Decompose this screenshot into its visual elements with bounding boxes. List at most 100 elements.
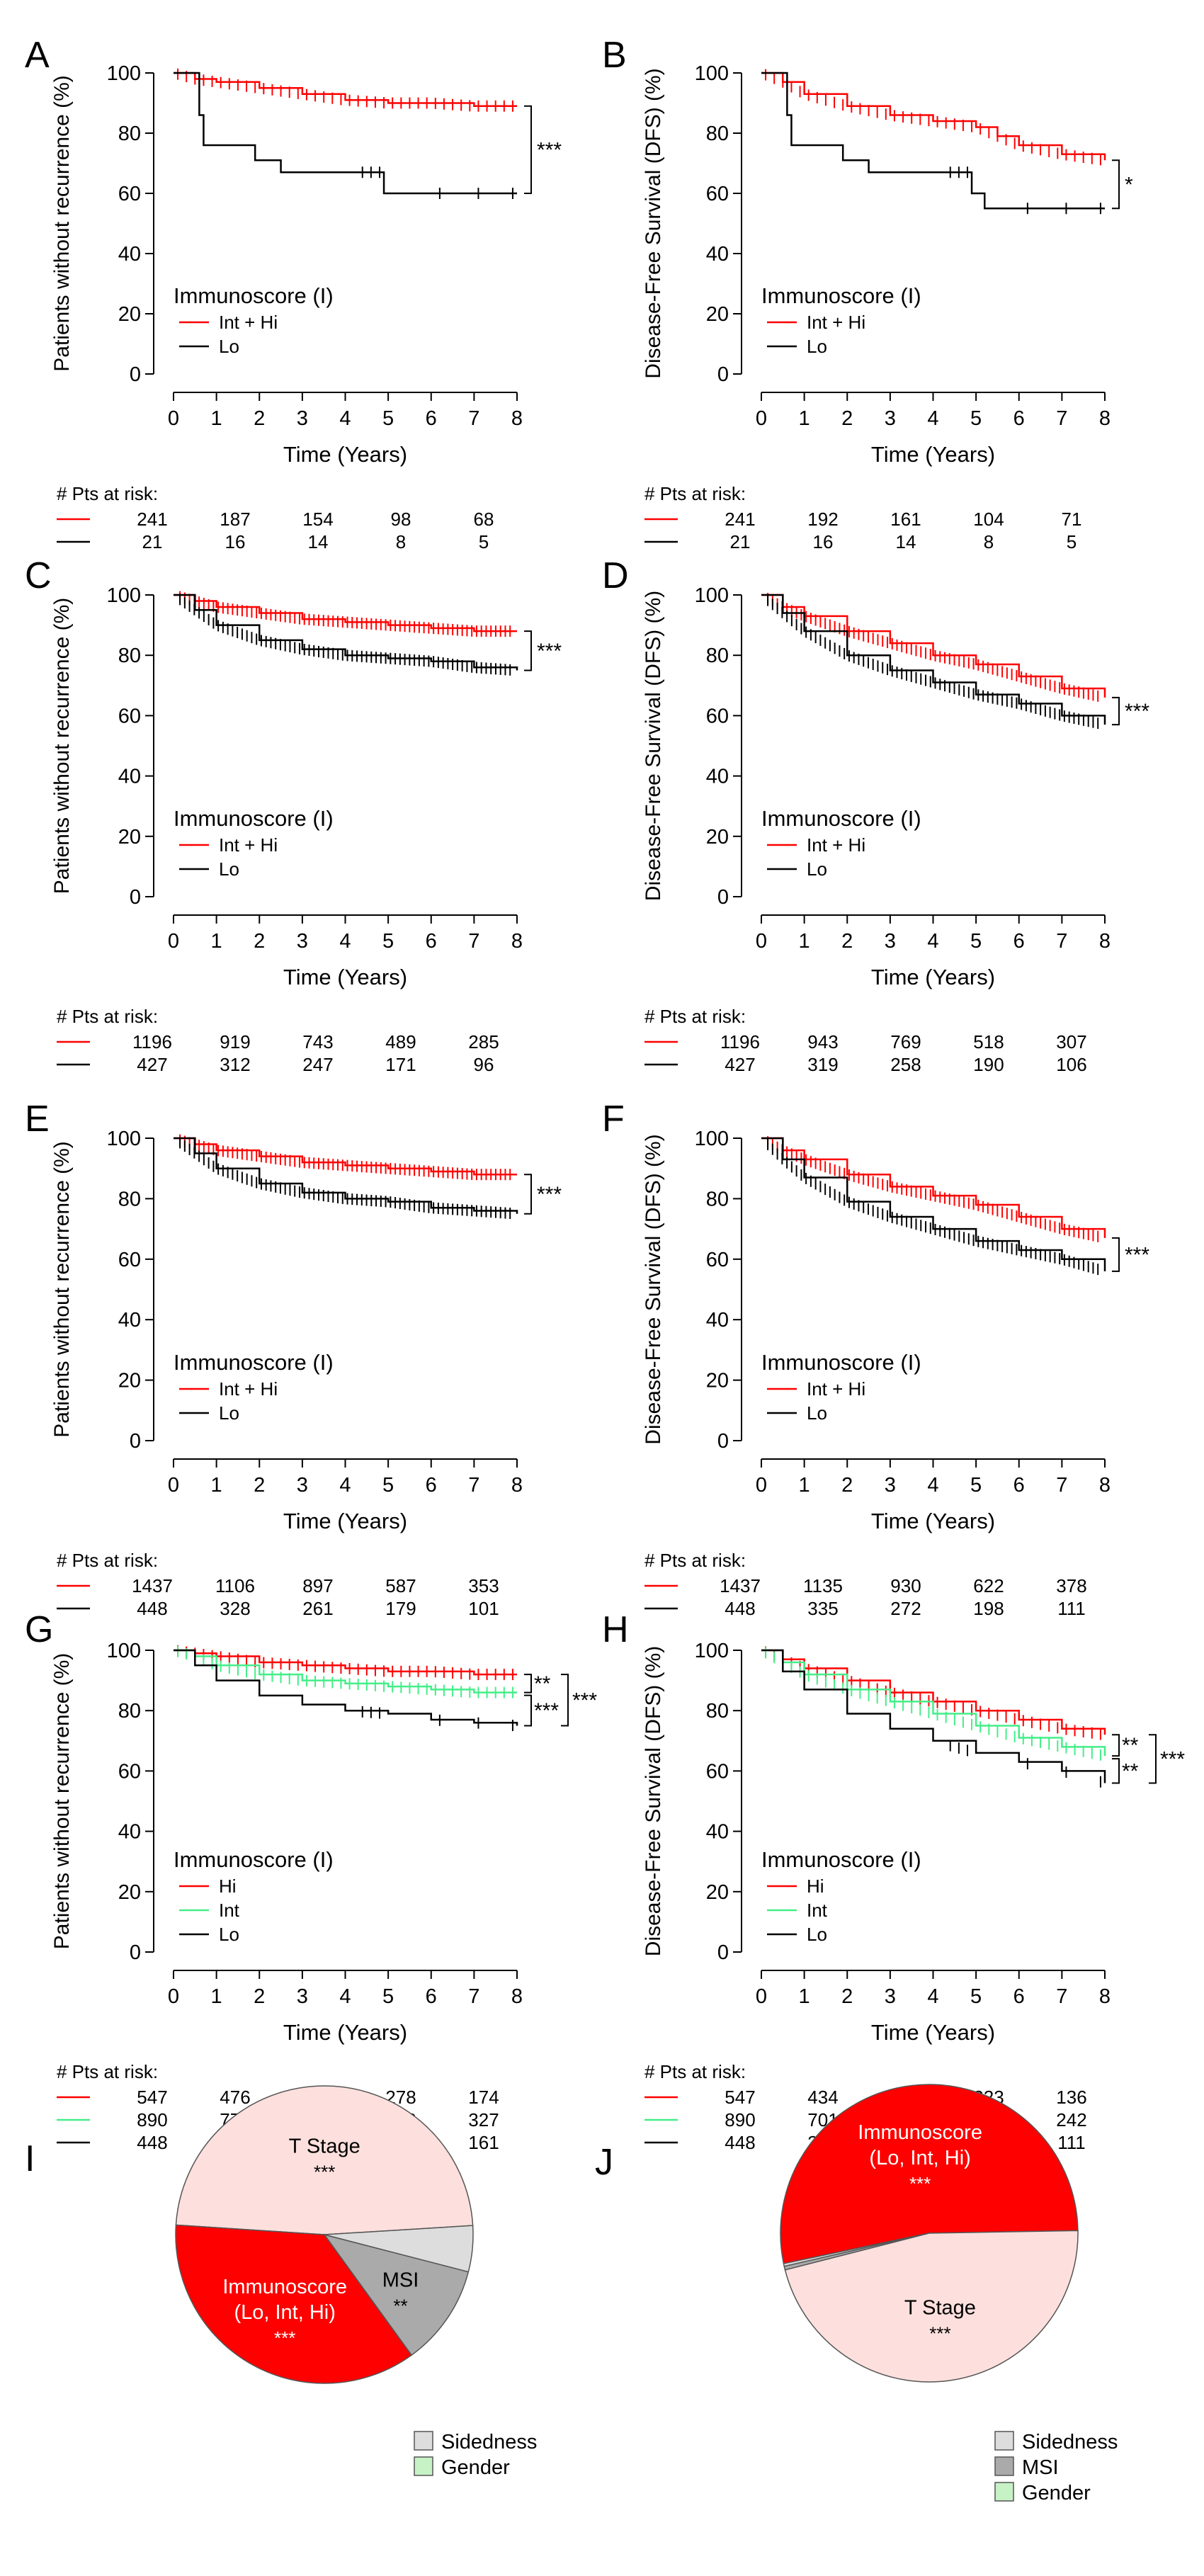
y-tick-label: 40 — [118, 1309, 141, 1332]
x-tick-label: 6 — [426, 930, 437, 953]
y-axis-title: Disease-Free Survival (DFS) (%) — [642, 1646, 665, 1956]
risk-value: 272 — [890, 1598, 921, 1619]
x-tick-label: 1 — [211, 407, 222, 430]
risk-value: 919 — [220, 1031, 250, 1052]
x-tick-label: 2 — [254, 1985, 265, 2008]
legend-label: Lo — [219, 858, 239, 880]
x-tick-label: 3 — [297, 930, 308, 953]
risk-value: 16 — [225, 531, 246, 552]
y-tick-label: 20 — [706, 826, 729, 849]
risk-value: 98 — [391, 509, 411, 530]
x-tick-label: 8 — [1099, 930, 1111, 953]
panel-letter: C — [25, 555, 52, 596]
risk-value: 21 — [730, 531, 751, 552]
x-axis-title: Time (Years) — [283, 2020, 407, 2045]
y-tick-label: 0 — [130, 886, 141, 909]
y-tick-label: 60 — [118, 705, 141, 727]
legend-label: Lo — [807, 858, 827, 880]
x-tick-label: 2 — [841, 1474, 853, 1497]
risk-value: 71 — [1062, 509, 1082, 530]
pie-sig-label: *** — [274, 2327, 295, 2349]
y-tick-label: 0 — [130, 1430, 141, 1453]
risk-value: 890 — [137, 2109, 167, 2130]
y-tick-label: 60 — [706, 705, 729, 727]
x-tick-label: 4 — [339, 1474, 351, 1497]
x-tick-label: 3 — [885, 1474, 896, 1497]
x-tick-label: 5 — [970, 1985, 982, 2008]
risk-value: 104 — [973, 509, 1004, 530]
x-tick-label: 4 — [927, 930, 938, 953]
y-tick-label: 100 — [107, 1640, 141, 1662]
risk-value: 448 — [137, 2132, 167, 2153]
x-tick-label: 7 — [468, 930, 479, 953]
risk-value: 21 — [142, 531, 163, 552]
x-tick-label: 5 — [970, 407, 982, 430]
curve-int — [761, 1649, 1106, 1757]
risk-table-title: # Pts at risk: — [644, 1550, 746, 1571]
legend-label: Int + Hi — [807, 1378, 865, 1400]
x-axis-title: Time (Years) — [871, 965, 995, 989]
x-tick-label: 7 — [468, 407, 479, 430]
significance-label: *** — [537, 640, 562, 663]
y-tick-label: 100 — [107, 584, 141, 607]
legend-label: Sidedness — [1022, 2431, 1118, 2453]
x-tick-label: 8 — [511, 1474, 523, 1497]
x-tick-label: 6 — [426, 407, 437, 430]
risk-value: 547 — [725, 2087, 755, 2108]
x-tick-label: 0 — [168, 930, 179, 953]
y-tick-label: 100 — [695, 584, 729, 607]
censor-marks — [765, 1647, 1101, 1761]
x-tick-label: 7 — [468, 1474, 479, 1497]
y-axis-title: Patients without recurrence (%) — [50, 75, 74, 372]
x-tick-label: 4 — [339, 407, 351, 430]
risk-table: # Pts at risk: 1437 1106 897 587 353 448 328 261… — [57, 1550, 499, 1619]
legend-swatch — [994, 2482, 1014, 2502]
x-tick-label: 8 — [511, 407, 523, 430]
y-tick-label: 20 — [706, 1881, 729, 1904]
panel-letter: J — [595, 2142, 613, 2183]
censor-marks — [949, 166, 1101, 215]
curve-int-hi — [761, 594, 1106, 698]
y-tick-label: 80 — [706, 1700, 729, 1723]
risk-value: 1196 — [720, 1031, 760, 1052]
legend-label: Gender — [441, 2456, 510, 2479]
x-tick-label: 6 — [426, 1985, 437, 2008]
x-tick-label: 5 — [382, 1474, 394, 1497]
risk-value: 448 — [137, 1598, 167, 1619]
significance-bracket — [524, 105, 532, 194]
legend-label: Int + Hi — [807, 312, 865, 333]
pie-sig-label: ** — [393, 2295, 407, 2316]
x-axis-title: Time (Years) — [283, 442, 407, 467]
risk-value: 187 — [220, 509, 250, 530]
x-tick-label: 5 — [382, 407, 394, 430]
y-axis-title: Disease-Free Survival (DFS) (%) — [642, 1134, 665, 1444]
y-tick-label: 100 — [695, 62, 729, 85]
pie-label-line: Immunoscore — [222, 2276, 347, 2298]
panel-letter: F — [602, 1099, 625, 1140]
pie-slice — [175, 2085, 474, 2235]
risk-table: # Pts at risk: 1196 919 743 489 285 427 312 247 1… — [57, 1006, 499, 1075]
risk-value: 335 — [807, 1598, 838, 1619]
curve-lo — [761, 1137, 1106, 1271]
risk-table: # Pts at risk: 241 187 154 98 68 21 16 14 8 5 — [57, 483, 494, 552]
risk-value: 247 — [302, 1054, 333, 1075]
x-tick-label: 5 — [970, 930, 982, 953]
risk-value: 190 — [973, 1054, 1004, 1075]
risk-value: 307 — [1056, 1031, 1086, 1052]
significance-bracket — [524, 1694, 532, 1727]
risk-table: # Pts at risk: 1196 943 769 518 307 427 319 258 1… — [644, 1006, 1087, 1075]
y-axis-title: Disease-Free Survival (DFS) (%) — [642, 68, 665, 378]
y-tick-label: 20 — [118, 303, 141, 326]
pie-label-line: MSI — [382, 2269, 419, 2291]
x-tick-label: 8 — [1099, 407, 1111, 430]
significance-bracket — [524, 630, 532, 671]
legend-label: Int + Hi — [219, 1378, 278, 1400]
x-tick-label: 0 — [756, 930, 767, 953]
legend-title: Immunoscore (I) — [761, 1350, 921, 1375]
risk-value: 427 — [137, 1054, 167, 1075]
pie-label: T Stage — [289, 2135, 360, 2158]
legend: Immunoscore (I) Hi Int Lo — [761, 1847, 921, 1945]
x-axis-title: Time (Years) — [871, 442, 995, 467]
